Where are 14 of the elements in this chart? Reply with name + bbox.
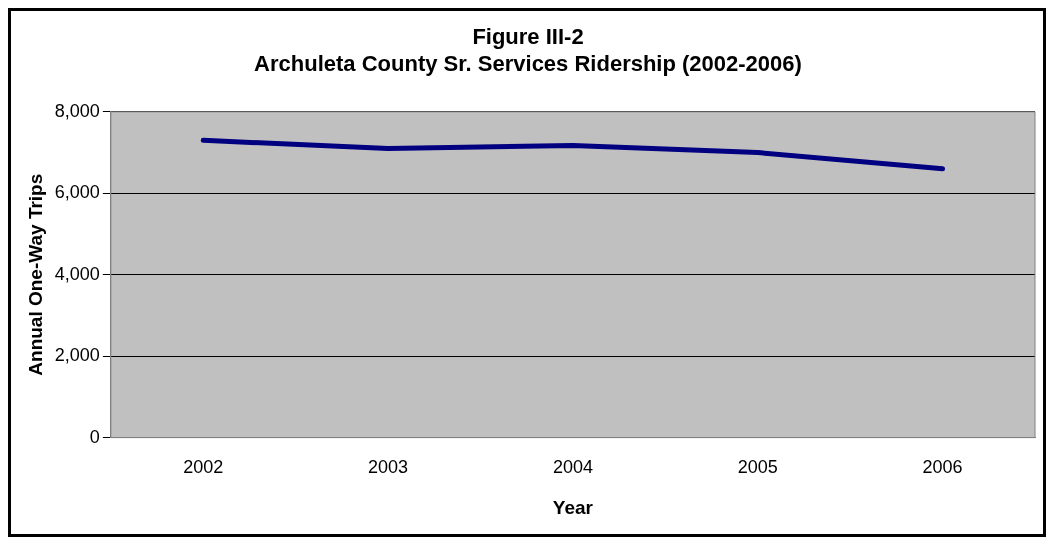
y-tick-label: 8,000 [54,100,100,121]
y-axis-title: Annual One-Way Trips [24,173,46,376]
text: Figure III-2 [472,24,584,50]
text: Archuleta County Sr. Services Ridership (2002-2006) [254,50,802,76]
x-tick-label: 2005 [737,457,778,478]
x-axis-title: Year [552,496,594,518]
y-tick-label: 0 [89,426,100,447]
x-tick-label: 2006 [922,457,963,478]
x-tick-label: 2004 [552,457,593,478]
y-tick-label: 4,000 [54,263,100,284]
y-tick-label: 6,000 [54,182,100,203]
x-tick-label: 2002 [183,457,224,478]
y-tick-label: 2,000 [54,345,100,366]
x-tick-label: 2003 [368,457,409,478]
